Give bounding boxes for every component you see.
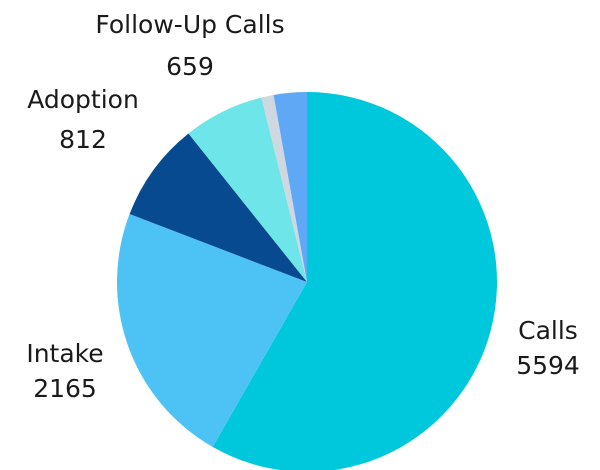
pie-slice [261,94,307,282]
slice-value: 812 [59,125,107,154]
pie-slice [129,133,307,282]
slice-value: 659 [166,52,214,81]
slice-value: 5594 [516,351,580,380]
slice-label: Calls [518,316,578,345]
pie [116,92,497,470]
pie-slice [212,92,497,470]
pie-slice [273,92,307,282]
pie-slice [116,214,307,447]
labels: Calls 5594 Intake 2165 Adoption 812 Follow-Up … [26,10,579,403]
slice-label: Follow-Up Calls [95,10,284,39]
slice-label: Intake [26,339,103,368]
slice-label: Adoption [27,85,139,114]
slice-value: 2165 [33,374,97,403]
pie-slice [188,97,307,282]
